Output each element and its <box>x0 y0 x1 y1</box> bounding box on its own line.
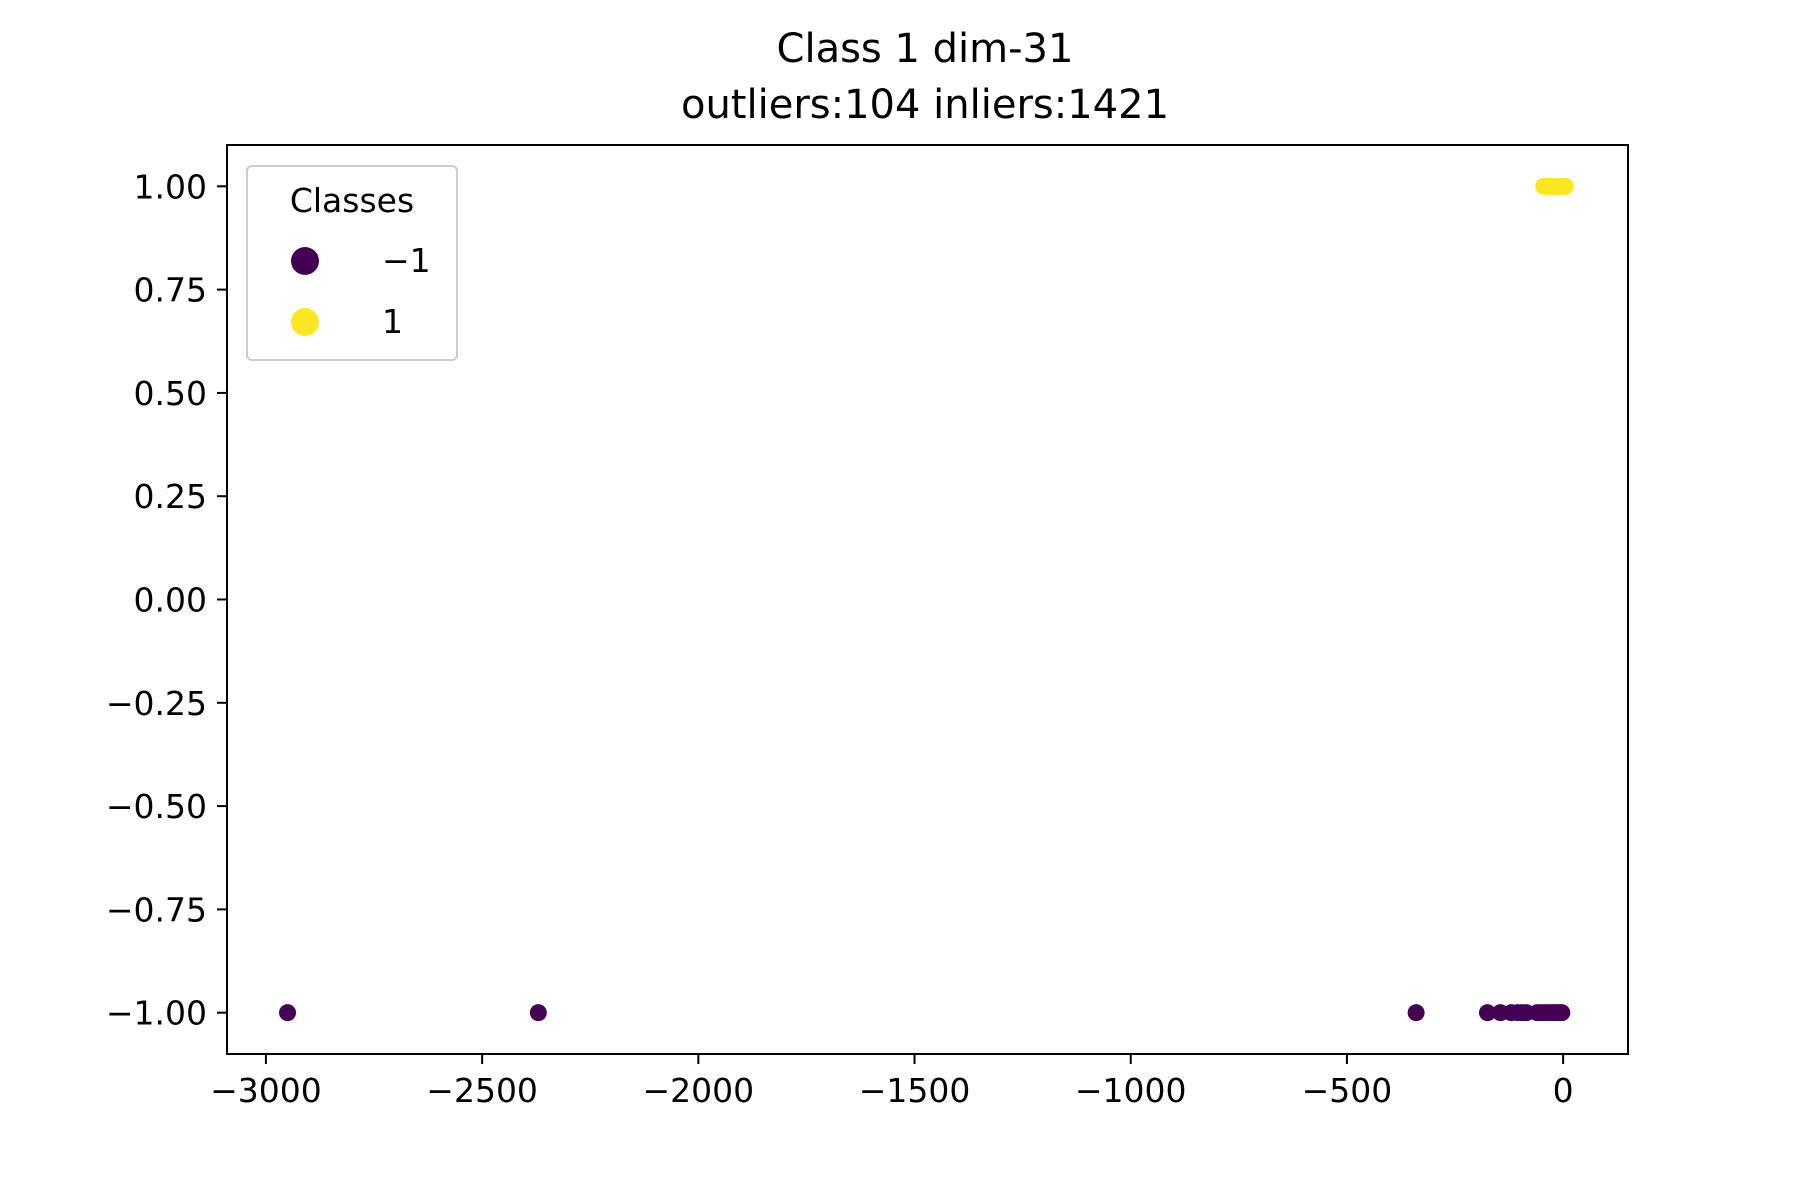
y-tick-label: 0.50 <box>134 374 207 413</box>
outlier-point <box>1478 1004 1496 1022</box>
x-tick-label: −3000 <box>210 1071 322 1110</box>
legend-title: Classes <box>290 181 414 220</box>
data-points <box>279 177 1574 1022</box>
inlier-point <box>1556 177 1574 195</box>
outlier-point <box>279 1004 297 1022</box>
outlier-point <box>529 1004 547 1022</box>
x-tick-label: −1500 <box>859 1071 971 1110</box>
y-tick-label: 0.25 <box>134 477 207 516</box>
plot-area-frame <box>226 144 1629 1055</box>
chart-subtitle: outliers:104 inliers:1421 <box>681 82 1169 128</box>
chart-title: Class 1 dim-31 <box>777 26 1074 72</box>
legend: Classes −1 1 <box>246 165 458 361</box>
x-tick-label: −2000 <box>643 1071 755 1110</box>
y-tick-label: 0.75 <box>134 271 207 310</box>
x-tick-label: −500 <box>1302 1071 1393 1110</box>
x-tick-label: −1000 <box>1075 1071 1187 1110</box>
x-tick-label: 0 <box>1553 1071 1574 1110</box>
outlier-point <box>1407 1004 1425 1022</box>
x-tick-label: −2500 <box>426 1071 538 1110</box>
legend-label-outlier: −1 <box>382 241 431 280</box>
y-tick-label: 0.00 <box>134 581 207 620</box>
y-tick-label: −0.50 <box>106 787 207 826</box>
y-tick-label: −0.75 <box>106 890 207 929</box>
y-tick-label: −0.25 <box>106 684 207 723</box>
legend-marker-outlier <box>291 247 319 275</box>
legend-label-inlier: 1 <box>382 302 403 341</box>
legend-marker-inlier <box>291 308 319 336</box>
axis-ticks: −3000 −2500 −2000 −1500 −1000 −500 0 1.00 0.75 0.… <box>106 167 1574 1110</box>
outlier-point <box>1553 1004 1571 1022</box>
y-tick-label: −1.00 <box>106 994 207 1033</box>
y-tick-label: 1.00 <box>134 167 207 206</box>
